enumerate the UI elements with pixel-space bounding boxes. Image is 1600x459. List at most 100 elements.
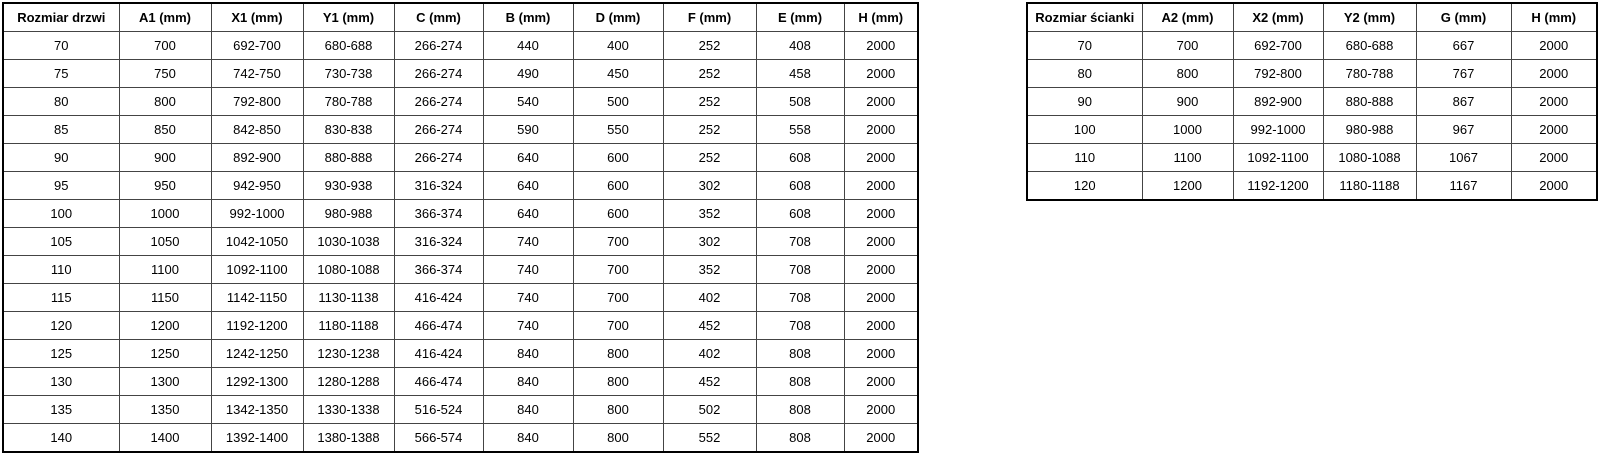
cell: 840 xyxy=(482,339,574,368)
cell: 402 xyxy=(662,283,757,312)
table-row: 70 700 692-700 680-688 266-274 440 400 252 408 20… xyxy=(2,31,919,60)
cell: 466-474 xyxy=(393,311,484,340)
cell: 792-800 xyxy=(210,87,304,116)
cell: 1080-1088 xyxy=(302,255,395,284)
door-size-table: Rozmiar drzwi A1 (mm) X1 (mm) Y1 (mm) C (mm)… xyxy=(2,2,919,453)
cell: 1100 xyxy=(1141,143,1234,172)
cell: 700 xyxy=(572,227,664,256)
cell: 125 xyxy=(2,339,120,368)
cell: 550 xyxy=(572,115,664,144)
table-row: 135 1350 1342-1350 1330-1338 516-524 840 800 50… xyxy=(2,395,919,424)
cell: 767 xyxy=(1415,59,1512,88)
cell: 2000 xyxy=(843,283,919,312)
table-row: 110 1100 1092-1100 1080-1088 366-374 740 700 35… xyxy=(2,255,919,284)
cell: 2000 xyxy=(843,59,919,88)
column-header: G (mm) xyxy=(1415,2,1512,32)
cell: 2000 xyxy=(1510,87,1598,116)
cell: 70 xyxy=(1026,31,1143,60)
cell: 730-738 xyxy=(302,59,395,88)
cell: 2000 xyxy=(1510,31,1598,60)
cell: 90 xyxy=(2,143,120,172)
cell: 100 xyxy=(2,199,120,228)
cell: 808 xyxy=(755,339,845,368)
cell: 1130-1138 xyxy=(302,283,395,312)
cell: 640 xyxy=(482,199,574,228)
cell: 700 xyxy=(572,283,664,312)
cell: 540 xyxy=(482,87,574,116)
cell: 780-788 xyxy=(302,87,395,116)
table-row: 75 750 742-750 730-738 266-274 490 450 252 458 20… xyxy=(2,59,919,88)
column-header: D (mm) xyxy=(572,2,664,32)
cell: 1280-1288 xyxy=(302,367,395,396)
cell: 1050 xyxy=(118,227,212,256)
cell: 800 xyxy=(1141,59,1234,88)
cell: 680-688 xyxy=(1322,31,1417,60)
cell: 1192-1200 xyxy=(1232,171,1324,201)
cell: 1200 xyxy=(118,311,212,340)
cell: 708 xyxy=(755,227,845,256)
cell: 708 xyxy=(755,283,845,312)
cell: 1150 xyxy=(118,283,212,312)
cell: 708 xyxy=(755,255,845,284)
cell: 130 xyxy=(2,367,120,396)
cell: 366-374 xyxy=(393,199,484,228)
table-row: 90 900 892-900 880-888 266-274 640 600 252 608 20… xyxy=(2,143,919,172)
cell: 840 xyxy=(482,395,574,424)
table-row: 70 700 692-700 680-688 667 2000 xyxy=(1026,31,1598,60)
table-row: 115 1150 1142-1150 1130-1138 416-424 740 700 40… xyxy=(2,283,919,312)
table-row: 140 1400 1392-1400 1380-1388 566-574 840 800 55… xyxy=(2,423,919,453)
cell: 800 xyxy=(572,339,664,368)
cell: 400 xyxy=(572,31,664,60)
cell: 508 xyxy=(755,87,845,116)
cell: 1400 xyxy=(118,423,212,453)
cell: 800 xyxy=(572,423,664,453)
cell: 2000 xyxy=(843,227,919,256)
cell: 75 xyxy=(2,59,120,88)
cell: 740 xyxy=(482,311,574,340)
cell: 252 xyxy=(662,115,757,144)
column-header: Rozmiar ścianki xyxy=(1026,2,1143,32)
cell: 2000 xyxy=(843,143,919,172)
cell: 458 xyxy=(755,59,845,88)
cell: 600 xyxy=(572,199,664,228)
cell: 302 xyxy=(662,227,757,256)
cell: 2000 xyxy=(843,199,919,228)
column-header: Y1 (mm) xyxy=(302,2,395,32)
cell: 740 xyxy=(482,283,574,312)
column-header: H (mm) xyxy=(843,2,919,32)
column-header: A1 (mm) xyxy=(118,2,212,32)
cell: 992-1000 xyxy=(210,199,304,228)
cell: 1167 xyxy=(1415,171,1512,201)
table-row: 120 1200 1192-1200 1180-1188 466-474 740 700 45… xyxy=(2,311,919,340)
cell: 2000 xyxy=(1510,115,1598,144)
column-header: A2 (mm) xyxy=(1141,2,1234,32)
cell: 808 xyxy=(755,395,845,424)
cell: 680-688 xyxy=(302,31,395,60)
cell: 1180-1188 xyxy=(302,311,395,340)
cell: 120 xyxy=(1026,171,1143,201)
cell: 792-800 xyxy=(1232,59,1324,88)
cell: 266-274 xyxy=(393,59,484,88)
table-row: 100 1000 992-1000 980-988 366-374 640 600 352 60… xyxy=(2,199,919,228)
cell: 70 xyxy=(2,31,120,60)
cell: 1000 xyxy=(1141,115,1234,144)
cell: 1242-1250 xyxy=(210,339,304,368)
cell: 880-888 xyxy=(302,143,395,172)
cell: 1392-1400 xyxy=(210,423,304,453)
cell: 135 xyxy=(2,395,120,424)
cell: 1292-1300 xyxy=(210,367,304,396)
header-row: Rozmiar ścianki A2 (mm) X2 (mm) Y2 (mm) G (m… xyxy=(1026,2,1598,32)
cell: 110 xyxy=(2,255,120,284)
cell: 800 xyxy=(572,367,664,396)
cell: 950 xyxy=(118,171,212,200)
table-row: 100 1000 992-1000 980-988 967 2000 xyxy=(1026,115,1598,144)
cell: 930-938 xyxy=(302,171,395,200)
cell: 1080-1088 xyxy=(1322,143,1417,172)
cell: 692-700 xyxy=(210,31,304,60)
cell: 80 xyxy=(1026,59,1143,88)
cell: 452 xyxy=(662,311,757,340)
table-row: 130 1300 1292-1300 1280-1288 466-474 840 800 45… xyxy=(2,367,919,396)
column-header: C (mm) xyxy=(393,2,484,32)
column-header: X1 (mm) xyxy=(210,2,304,32)
